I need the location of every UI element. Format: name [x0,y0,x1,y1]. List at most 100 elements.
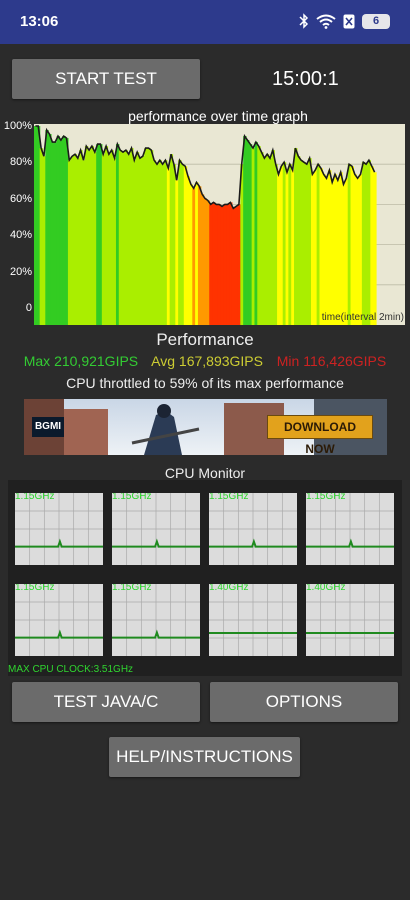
performance-bar [99,144,103,325]
min-gips: Min 116,426GIPS [276,353,387,369]
performance-bar [36,126,41,325]
options-button[interactable]: OPTIONS [210,682,398,722]
performance-bar [45,130,49,325]
performance-bar [101,154,106,325]
performance-bar [353,174,357,325]
core-frequency: 1.15GHz [112,584,152,593]
performance-bar [130,148,134,325]
ad-banner[interactable]: BGMI DOWNLOAD NOW [24,399,387,455]
performance-bar [93,152,97,325]
performance-bar [361,162,366,325]
test-timer: 15:00:1 [272,68,339,90]
status-bar: 13:06 6 [0,0,410,44]
performance-bar [254,142,258,325]
performance-bar [262,158,267,325]
core-frequency: 1.15GHz [15,584,55,593]
core-frequency: 1.40GHz [209,584,249,593]
performance-bar [257,146,261,325]
performance-bar [59,140,63,325]
performance-bar [166,168,171,325]
performance-bar [110,150,114,325]
performance-bar [285,172,289,325]
performance-bar [299,160,304,325]
cpu-core-graph: 1.15GHz [15,493,103,565]
performance-bar [76,158,80,325]
performance-bar [62,136,66,325]
performance-stats: Max 210,921GIPS Avg 167,893GIPS Min 116,… [0,353,410,369]
ad-game-logo: BGMI [32,417,64,437]
performance-bar [359,174,363,325]
performance-bar [274,164,278,325]
performance-bar [186,176,191,325]
performance-bar [138,158,143,325]
performance-bar [124,150,128,325]
performance-bar [34,126,38,325]
performance-bar [342,184,346,325]
performance-bar [310,174,315,325]
performance-bar [347,164,352,325]
status-icons: 6 [299,13,390,29]
performance-line [35,125,376,210]
performance-bar [149,150,154,325]
performance-bar [288,164,292,325]
performance-bar [322,174,326,325]
clock: 13:06 [20,13,59,30]
test-java-c-button[interactable]: TEST JAVA/C [12,682,200,722]
performance-bar [268,158,273,325]
core-usage-chart [306,493,394,565]
performance-bar [305,164,309,325]
core-usage-line [209,538,297,548]
core-usage-chart [15,584,103,656]
y-tick-label: 20% [9,266,32,278]
battery-icon: 6 [362,13,390,29]
performance-bar [367,160,371,325]
performance-bar [313,170,318,325]
cpu-core-graph: 1.40GHz [209,584,297,656]
performance-bar [234,206,239,325]
performance-bar [282,162,287,325]
ad-download-button[interactable]: DOWNLOAD NOW [267,415,373,455]
performance-bar [158,160,162,325]
x-axis-label: time(interval 2min) [321,312,404,323]
performance-bar [325,178,329,325]
performance-bar [161,164,165,325]
performance-bar [73,154,77,325]
throttle-text: CPU throttled to 59% of its max performa… [66,375,344,391]
performance-bar [333,174,338,325]
performance-bar [200,194,205,325]
performance-bar [339,172,343,325]
cpu-core-graph: 1.15GHz [112,493,200,565]
start-test-button[interactable]: START TEST [12,59,200,99]
performance-bar [350,166,354,325]
performance-bar [220,206,224,325]
performance-bar [195,182,199,325]
performance-bar [113,158,117,325]
cpu-monitor-title: CPU Monitor [164,465,246,481]
performance-bar [279,166,284,325]
performance-bar [87,150,92,325]
performance-bar [302,162,306,325]
performance-bar [245,140,250,325]
core-usage-line [15,538,103,548]
core-usage-line [112,629,200,639]
performance-bar [291,170,295,325]
help-instructions-button[interactable]: HELP/INSTRUCTIONS [109,737,300,777]
performance-bar [240,164,244,325]
core-frequency: 1.40GHz [306,584,346,593]
core-usage-chart [112,584,200,656]
performance-bar [223,204,227,325]
core-usage-chart [209,584,297,656]
performance-bar [214,204,219,325]
performance-bar [121,152,126,325]
performance-bar [209,204,213,325]
performance-bar [294,148,298,325]
y-tick-label: 40% [9,229,32,241]
performance-bar [243,136,247,325]
performance-bar [50,142,55,325]
core-usage-line [112,538,200,548]
performance-bar [248,144,253,325]
performance-bar [164,160,168,325]
performance-bar [96,144,100,325]
performance-chart [34,125,405,325]
performance-bar [135,152,140,325]
